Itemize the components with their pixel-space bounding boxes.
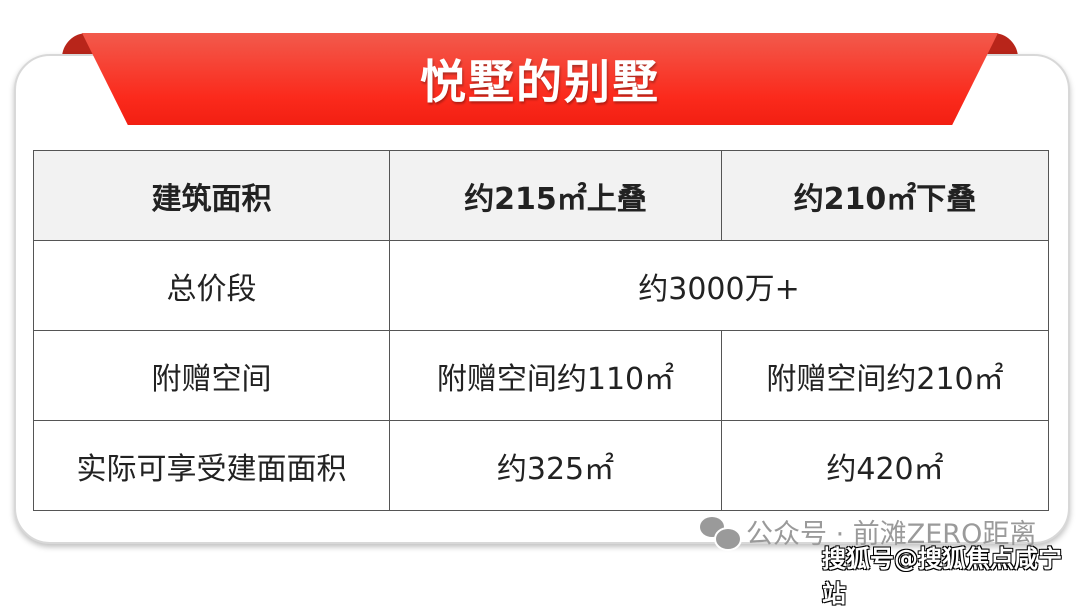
table-cell: 约420㎡ <box>721 420 1049 511</box>
table-row: 实际可享受建面面积 约325㎡ 约420㎡ <box>33 420 1049 511</box>
table-header-row: 建筑面积 约215㎡上叠 约210㎡下叠 <box>33 150 1049 241</box>
villa-table: 建筑面积 约215㎡上叠 约210㎡下叠 总价段 约3000万+ 附赠空间 附赠… <box>33 150 1049 511</box>
header-cell: 建筑面积 <box>33 150 390 241</box>
table-row: 附赠空间 附赠空间约110㎡ 附赠空间约210㎡ <box>33 330 1049 421</box>
sohu-watermark: 搜狐号@搜狐焦点咸宁站 <box>822 545 1062 608</box>
table-cell: 附赠空间约110㎡ <box>389 330 722 421</box>
account-watermark-text: 公众号 · 前滩ZERO距离 <box>746 519 1037 550</box>
row-label: 附赠空间 <box>33 330 390 421</box>
title-ribbon: 悦墅的别墅 <box>82 33 998 125</box>
table-row: 总价段 约3000万+ <box>33 240 1049 331</box>
row-label: 实际可享受建面面积 <box>33 420 390 511</box>
table-cell: 约325㎡ <box>389 420 722 511</box>
header-cell: 约215㎡上叠 <box>389 150 722 241</box>
wechat-watermark: 公众号 · 前滩ZERO距离 <box>700 512 1036 551</box>
row-label: 总价段 <box>33 240 390 331</box>
wechat-icon <box>700 516 742 551</box>
table-cell: 附赠空间约210㎡ <box>721 330 1049 421</box>
page-title: 悦墅的别墅 <box>420 55 660 109</box>
table-cell: 约3000万+ <box>389 240 1049 331</box>
header-cell: 约210㎡下叠 <box>721 150 1049 241</box>
